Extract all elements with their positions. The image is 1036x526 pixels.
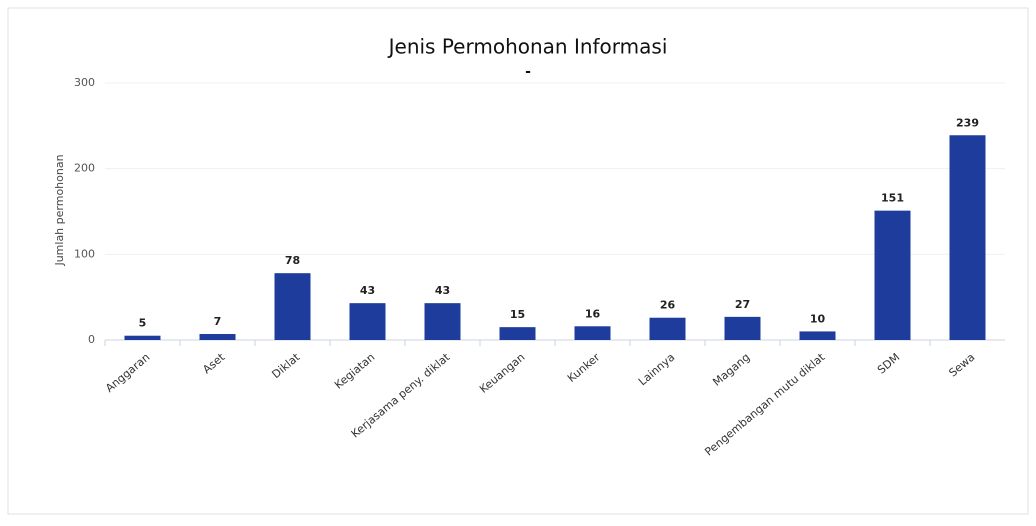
value-label: 5: [139, 317, 147, 330]
value-label: 239: [956, 116, 979, 129]
bar: [499, 327, 536, 340]
bar: [799, 331, 836, 340]
y-tick-label: 300: [74, 76, 95, 89]
y-axis-label: Jumlah permohonan: [53, 154, 66, 266]
bar: [574, 326, 611, 340]
y-tick-label: 200: [74, 162, 95, 175]
y-tick-label: 0: [88, 333, 95, 346]
value-label: 15: [510, 308, 525, 321]
chart-frame: [7, 7, 1029, 515]
value-label: 10: [810, 312, 826, 325]
value-label: 151: [881, 192, 904, 205]
bar: [874, 210, 911, 340]
value-label: 43: [360, 284, 375, 297]
bar: [274, 273, 311, 340]
bar: [649, 317, 686, 340]
value-label: 26: [660, 299, 676, 312]
chart-subtitle: -: [525, 64, 531, 80]
bar: [424, 303, 461, 340]
bar: [949, 135, 986, 340]
bar: [124, 335, 161, 340]
y-tick-label: 100: [74, 247, 95, 260]
bar: [199, 334, 236, 340]
value-label: 27: [735, 298, 750, 311]
value-label: 7: [214, 315, 222, 328]
chart-title: Jenis Permohonan Informasi: [387, 35, 668, 59]
value-label: 78: [285, 254, 300, 267]
bar: [724, 316, 761, 340]
value-label: 16: [585, 307, 601, 320]
value-label: 43: [435, 284, 450, 297]
bar: [349, 303, 386, 340]
